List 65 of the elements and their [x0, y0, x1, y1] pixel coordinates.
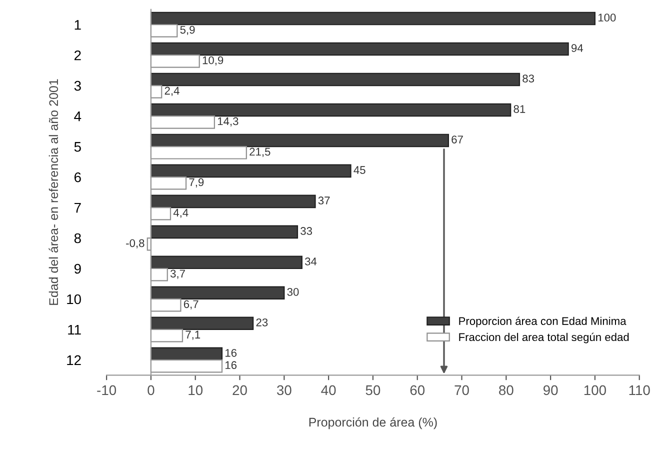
bar — [150, 286, 285, 300]
legend-label: Fraccion del area total según edad — [459, 332, 629, 344]
x-tick-label: 100 — [584, 385, 606, 396]
x-tick-label: 90 — [543, 385, 558, 396]
data-label: 100 — [598, 14, 616, 22]
x-tick-label: 110 — [629, 385, 650, 396]
y-tick-label: 3 — [74, 80, 81, 91]
data-label: 4,4 — [173, 208, 188, 218]
bar — [150, 316, 254, 330]
bar — [150, 103, 512, 117]
y-tick-label: 8 — [74, 233, 81, 244]
y-axis-title: Edad del área- en referencia al año 2001 — [48, 79, 58, 305]
bar — [150, 256, 302, 270]
x-tick-label: 20 — [232, 385, 247, 396]
y-tick-label: 12 — [67, 355, 81, 365]
y-tick-label: 6 — [74, 172, 81, 182]
data-label: 7,9 — [189, 178, 204, 188]
bar — [150, 347, 223, 361]
data-label: 83 — [522, 74, 534, 82]
x-tick-label: 0 — [148, 385, 154, 396]
data-label: 14,3 — [218, 117, 238, 126]
data-label: 37 — [318, 196, 330, 204]
data-label: 23 — [256, 318, 268, 326]
x-tick-label: 10 — [188, 385, 203, 396]
y-tick-label: 2 — [74, 50, 81, 60]
bar — [150, 225, 298, 239]
y-tick-label: 11 — [68, 324, 81, 335]
data-label: 67 — [452, 136, 463, 144]
y-tick-label: 5 — [74, 142, 81, 152]
data-label: 94 — [572, 44, 584, 52]
x-tick-label: -10 — [97, 385, 116, 396]
data-label: 3,7 — [170, 270, 185, 279]
x-tick-label: 60 — [410, 385, 425, 396]
x-tick-label: 80 — [499, 385, 514, 396]
data-label: 7,1 — [186, 330, 200, 340]
y-tick-label: 9 — [74, 264, 81, 274]
data-label: 2,4 — [164, 86, 180, 96]
data-label: 6,7 — [184, 300, 198, 310]
data-label: -0,8 — [126, 239, 144, 248]
data-label: 34 — [305, 258, 317, 266]
bar — [150, 42, 569, 56]
data-label: 33 — [300, 227, 312, 235]
y-tick-label: 10 — [67, 294, 81, 304]
x-tick-label: 50 — [366, 385, 380, 396]
data-label: 10,9 — [202, 56, 224, 66]
bar — [150, 194, 316, 208]
data-label: 5,9 — [180, 26, 195, 36]
data-label: 45 — [354, 166, 366, 174]
bar — [150, 164, 352, 178]
x-tick-label: 70 — [454, 385, 469, 396]
bar — [150, 134, 449, 148]
data-label: 16 — [226, 348, 237, 357]
legend-label: Proporcion área con Edad Minima — [459, 316, 626, 328]
y-tick-label: 1 — [74, 20, 81, 30]
bar — [150, 72, 520, 86]
x-axis-title: Proporción de área (%) — [309, 417, 437, 430]
bar — [150, 12, 596, 26]
data-label: 16 — [226, 361, 237, 370]
data-label: 81 — [514, 105, 526, 113]
x-tick-label: 40 — [321, 385, 336, 396]
y-tick-label: 7 — [74, 203, 81, 213]
data-label: 21,5 — [250, 148, 270, 157]
data-label: 30 — [287, 288, 299, 296]
x-tick-label: 30 — [276, 385, 292, 396]
y-tick-label: 4 — [74, 112, 82, 122]
